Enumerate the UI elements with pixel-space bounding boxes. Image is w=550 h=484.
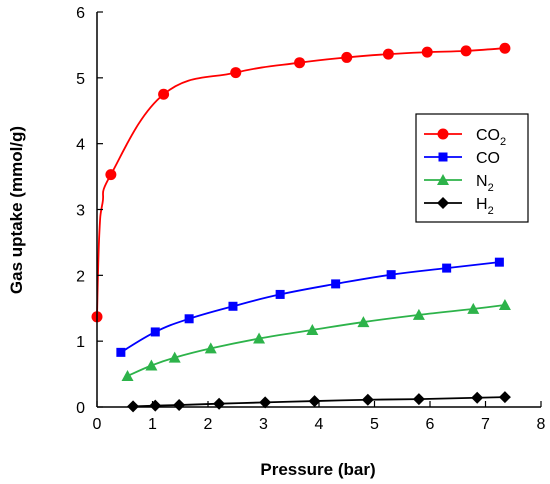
- data-point: [412, 308, 425, 320]
- data-point: [467, 302, 480, 314]
- data-point: [382, 48, 394, 60]
- x-tick-label: 0: [93, 416, 102, 433]
- data-point: [471, 391, 484, 404]
- data-point: [308, 395, 321, 408]
- y-tick-label: 3: [76, 203, 85, 220]
- y-axis-title: Gas uptake (mmol/g): [7, 126, 26, 294]
- x-tick-label: 4: [315, 416, 324, 433]
- legend-label: N2: [476, 173, 494, 194]
- data-point: [204, 342, 217, 354]
- series-line: [133, 396, 505, 408]
- data-point: [294, 57, 306, 69]
- x-tick-label: 5: [370, 416, 379, 433]
- x-tick-label: 3: [259, 416, 268, 433]
- data-point: [306, 323, 319, 335]
- data-point: [230, 67, 242, 79]
- data-point: [121, 370, 134, 382]
- data-point: [498, 391, 511, 404]
- y-tick-label: 1: [76, 334, 85, 351]
- x-axis-title: Pressure (bar): [260, 460, 375, 479]
- data-point: [341, 51, 353, 63]
- legend-box: [415, 113, 529, 223]
- data-point: [421, 46, 433, 58]
- data-point: [442, 263, 452, 273]
- y-tick-label: 5: [76, 71, 85, 88]
- data-point: [331, 279, 341, 289]
- data-point: [259, 396, 272, 409]
- data-point: [357, 316, 370, 328]
- legend-marker: [437, 128, 449, 140]
- data-point: [499, 42, 511, 54]
- y-tick-label: 2: [76, 268, 85, 285]
- legend-marker: [437, 197, 449, 209]
- data-point: [460, 45, 472, 57]
- data-point: [116, 347, 126, 357]
- data-point: [158, 88, 170, 100]
- data-point: [228, 301, 238, 311]
- y-tick-label: 6: [76, 5, 85, 22]
- legend-marker: [437, 174, 449, 185]
- data-point: [361, 393, 374, 406]
- legend-label: H2: [476, 196, 494, 217]
- legend-label: CO: [476, 150, 500, 167]
- series-line: [127, 304, 506, 377]
- x-tick-label: 2: [204, 416, 213, 433]
- data-point: [145, 359, 158, 371]
- data-point: [253, 332, 266, 344]
- x-tick-label: 7: [481, 416, 490, 433]
- data-point: [275, 289, 285, 299]
- legend-marker: [438, 152, 448, 162]
- legend-label: CO2: [476, 127, 506, 148]
- x-tick-label: 1: [148, 416, 157, 433]
- data-point: [150, 327, 160, 337]
- data-point: [168, 351, 181, 363]
- series-1: [116, 257, 504, 357]
- x-tick-label: 6: [426, 416, 435, 433]
- data-point: [494, 257, 504, 267]
- data-point: [386, 270, 396, 280]
- data-point: [184, 314, 194, 324]
- series-2: [121, 298, 511, 382]
- data-point: [498, 298, 511, 310]
- y-tick-label: 4: [76, 137, 85, 154]
- data-point: [173, 399, 186, 412]
- x-tick-label: 8: [537, 416, 546, 433]
- data-point: [412, 393, 425, 406]
- data-point: [105, 169, 117, 181]
- y-tick-label: 0: [76, 400, 85, 417]
